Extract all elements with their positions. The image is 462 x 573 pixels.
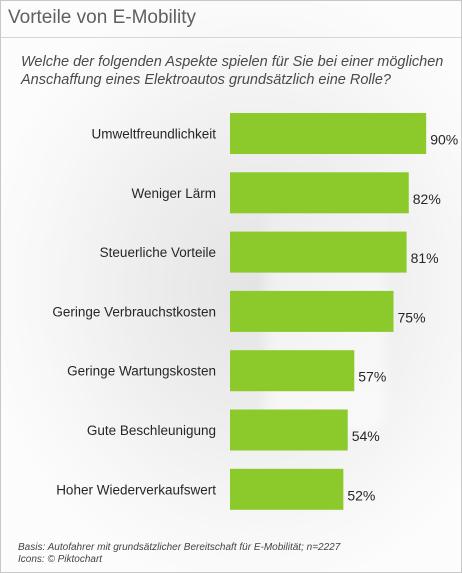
value-label-6: 52%: [347, 487, 375, 503]
category-label-5: Gute Beschleunigung: [87, 423, 216, 438]
bar-0: [230, 113, 427, 154]
value-label-0: 90%: [430, 132, 458, 148]
footnote: Basis: Autofahrer mit grundsätzlicher Be…: [18, 542, 340, 566]
bar-5: [230, 409, 348, 451]
value-label-2: 81%: [411, 250, 439, 266]
category-label-3: Geringe Verbrauchstkosten: [52, 304, 216, 319]
value-label-4: 57%: [358, 369, 386, 385]
footnote-basis: Basis: Autofahrer mit grundsätzlicher Be…: [18, 542, 341, 553]
footnote-icons: Icons: © Piktochart: [18, 554, 103, 565]
bar-2: [230, 231, 407, 273]
bar-4: [230, 350, 355, 392]
value-label-1: 82%: [413, 191, 441, 207]
category-label-1: Weniger Lärm: [131, 186, 216, 201]
title-divider: [1, 37, 461, 38]
category-label-4: Geringe Wartungskosten: [67, 364, 216, 379]
survey-question: Welche der folgenden Aspekte spielen für…: [21, 54, 444, 88]
bar-1: [230, 172, 409, 214]
bar-6: [230, 468, 344, 510]
category-label-2: Steuerliche Vorteile: [100, 245, 216, 260]
value-label-3: 75%: [398, 309, 426, 325]
category-label-6: Hoher Wiederverkaufswert: [56, 482, 216, 497]
value-label-5: 54%: [352, 428, 380, 444]
category-label-0: Umweltfreundlichkeit: [91, 127, 216, 142]
bar-3: [230, 290, 394, 332]
page-title: Vorteile von E-Mobility: [8, 7, 196, 28]
